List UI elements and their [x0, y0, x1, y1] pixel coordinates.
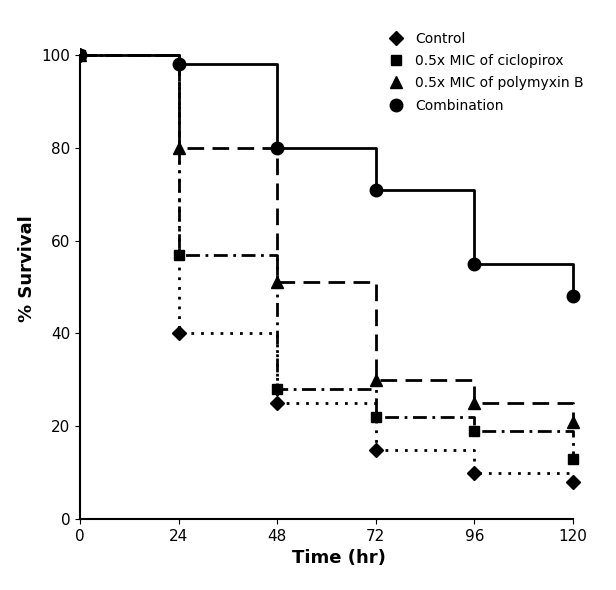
X-axis label: Time (hr): Time (hr) [292, 549, 386, 568]
Legend: Control, 0.5x MIC of ciclopirox, 0.5x MIC of polymyxin B, Combination: Control, 0.5x MIC of ciclopirox, 0.5x MI… [375, 25, 591, 120]
Y-axis label: % Survival: % Survival [18, 215, 36, 322]
